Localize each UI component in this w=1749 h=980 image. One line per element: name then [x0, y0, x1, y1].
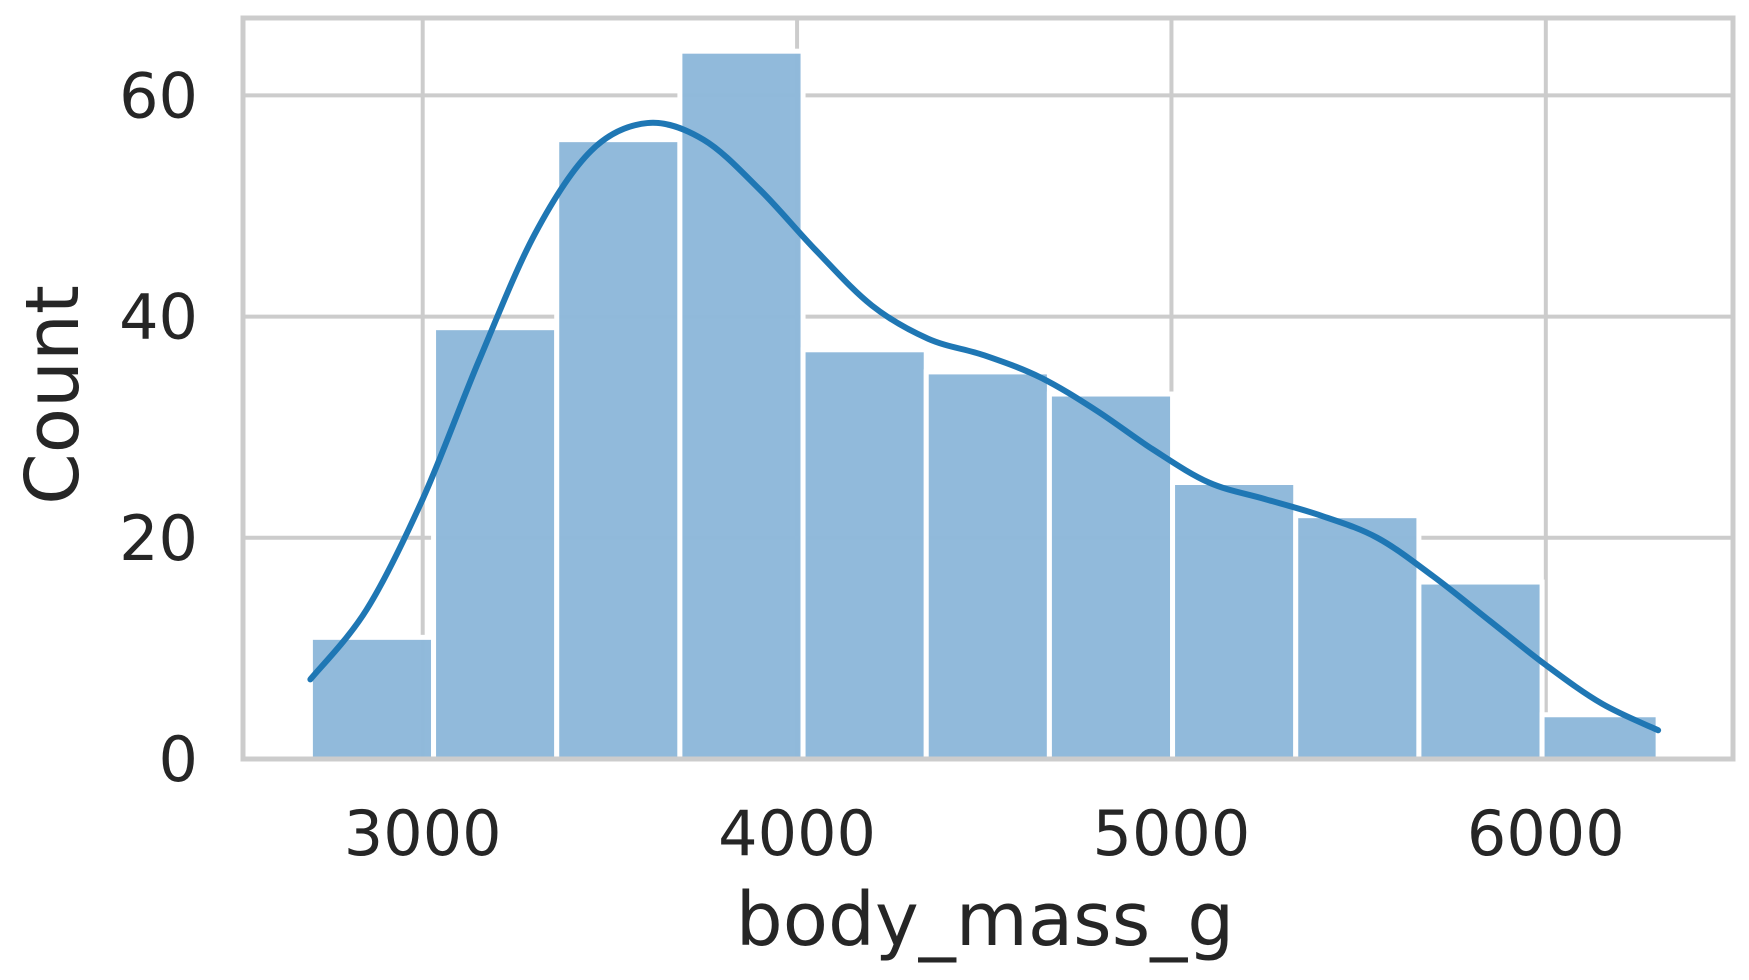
plot-frame: [240, 15, 1736, 762]
x-tick-label: 6000: [1467, 797, 1625, 870]
histogram-bar: [923, 369, 1052, 762]
y-axis-title: Count: [10, 285, 96, 505]
histogram-bar: [677, 48, 806, 762]
x-tick-labels: 3000 4000 5000 6000: [344, 797, 1625, 870]
y-tick-label: 20: [119, 502, 198, 575]
x-axis-title: body_mass_g: [736, 877, 1235, 963]
histogram-bars: [307, 48, 1661, 762]
histogram-bar: [1170, 480, 1299, 762]
x-tick-label: 4000: [718, 797, 876, 870]
x-tick-label: 5000: [1093, 797, 1251, 870]
histogram-bar: [1416, 579, 1545, 762]
histogram-bar: [307, 634, 437, 762]
y-tick-label: 60: [119, 59, 198, 132]
histogram-bar: [431, 325, 560, 762]
y-tick-label: 0: [159, 723, 198, 796]
x-tick-label: 3000: [344, 797, 502, 870]
y-tick-label: 40: [119, 281, 198, 354]
kde-curve: [307, 119, 1662, 734]
histogram-bar: [800, 347, 929, 762]
y-tick-labels: 0 20 40 60: [119, 59, 198, 796]
histogram-bar: [554, 137, 683, 762]
